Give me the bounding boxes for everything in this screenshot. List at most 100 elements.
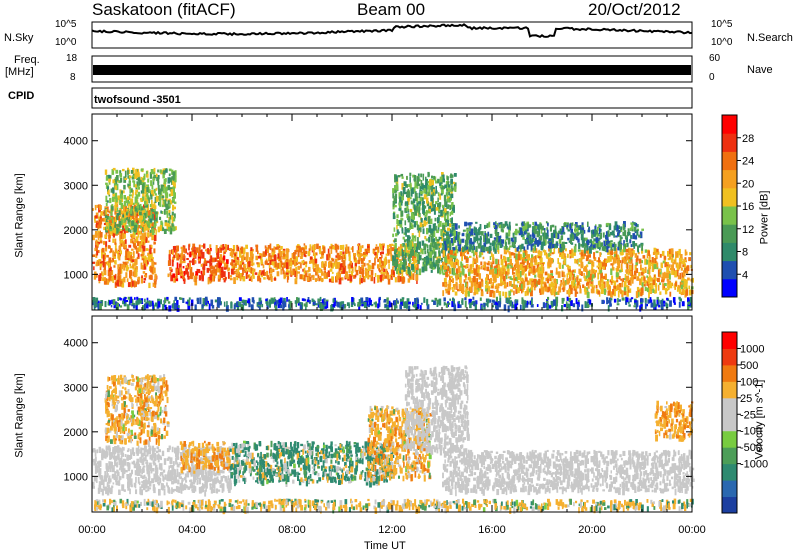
scatter-cell — [378, 298, 381, 305]
scatter-cell — [473, 268, 476, 276]
scatter-cell — [584, 243, 587, 248]
scatter-cell — [147, 252, 150, 257]
scatter-cell — [396, 250, 399, 255]
scatter-cell — [216, 263, 219, 270]
scatter-cell — [233, 256, 237, 263]
scatter-cell — [392, 193, 395, 199]
scatter-cell — [450, 231, 453, 235]
scatter-cell — [468, 298, 472, 305]
scatter-cell — [297, 250, 300, 258]
scatter-cell — [486, 233, 488, 241]
scatter-cell — [410, 222, 413, 226]
scatter-cell — [494, 242, 497, 249]
scatter-cell — [296, 270, 298, 276]
scatter-cell — [164, 297, 167, 304]
scatter-cell — [542, 234, 545, 242]
scatter-cell — [320, 303, 323, 308]
scatter-cell — [408, 301, 411, 305]
scatter-cell — [568, 240, 571, 243]
scatter-cell — [365, 297, 369, 303]
scatter-cell — [123, 300, 127, 307]
scatter-cell — [299, 250, 303, 253]
scatter-cell — [120, 250, 122, 255]
scatter-cell — [427, 192, 430, 196]
scatter-cell — [662, 304, 666, 307]
scatter-cell — [464, 245, 466, 251]
scatter-cell — [436, 263, 440, 269]
scatter-cell — [144, 194, 147, 198]
scatter-cell — [157, 169, 159, 173]
scatter-cell — [335, 249, 338, 253]
scatter-cell — [98, 259, 101, 266]
scatter-cell — [666, 297, 669, 301]
scatter-cell — [603, 288, 607, 295]
scatter-cell — [398, 200, 401, 207]
scatter-cell — [549, 244, 553, 249]
scatter-cell — [323, 298, 326, 305]
scatter-cell — [164, 222, 168, 227]
scatter-cell — [466, 249, 470, 255]
scatter-cell — [135, 236, 139, 241]
scatter-cell — [666, 262, 670, 265]
scatter-cell — [466, 283, 468, 288]
scatter-cell — [110, 210, 113, 216]
scatter-cell — [542, 232, 544, 237]
scatter-cell — [683, 279, 687, 284]
scatter-cell — [454, 239, 457, 243]
scatter-cell — [681, 272, 685, 279]
scatter-cell — [455, 231, 458, 238]
scatter-cell — [129, 186, 132, 194]
scatter-cell — [449, 280, 452, 286]
scatter-cell — [550, 281, 553, 288]
scatter-cell — [119, 199, 122, 205]
scatter-cell — [183, 255, 186, 262]
scatter-cell — [115, 207, 117, 211]
scatter-cell — [426, 197, 429, 204]
scatter-cell — [125, 261, 128, 268]
scatter-cell — [554, 231, 558, 239]
scatter-cell — [590, 230, 593, 234]
scatter-cell — [105, 246, 108, 252]
scatter-cell — [562, 232, 566, 235]
scatter-cell — [483, 303, 486, 308]
scatter-cell — [114, 260, 117, 265]
scatter-cell — [419, 196, 423, 202]
scatter-cell — [418, 183, 421, 186]
scatter-cell — [169, 272, 172, 276]
scatter-cell — [187, 263, 190, 268]
scatter-cell — [507, 268, 510, 272]
scatter-cell — [231, 251, 234, 258]
scatter-cell — [137, 218, 140, 221]
scatter-cell — [130, 239, 133, 244]
scatter-cell — [620, 244, 622, 250]
scatter-cell — [136, 256, 140, 260]
scatter-cell — [201, 249, 203, 254]
scatter-cell — [140, 178, 144, 182]
scatter-cell — [670, 248, 674, 254]
scatter-cell — [461, 298, 464, 305]
scatter-cell — [452, 249, 455, 254]
scatter-cell — [627, 286, 630, 291]
scatter-cell — [107, 186, 110, 192]
scatter-cell — [396, 219, 398, 225]
scatter-cell — [475, 221, 478, 224]
scatter-cell — [572, 269, 575, 273]
scatter-cell — [507, 262, 510, 266]
scatter-cell — [398, 246, 401, 249]
scatter-cell — [114, 238, 117, 244]
scatter-cell — [453, 254, 457, 259]
scatter-cell — [583, 229, 586, 234]
scatter-cell — [109, 226, 112, 230]
scatter-cell — [135, 269, 138, 276]
scatter-cell — [167, 177, 171, 184]
scatter-cell — [400, 210, 404, 217]
scatter-cell — [112, 179, 115, 184]
scatter-cell — [134, 217, 137, 222]
scatter-cell — [565, 248, 567, 252]
scatter-cell — [391, 277, 393, 280]
scatter-cell — [139, 230, 142, 235]
scatter-cell — [150, 210, 153, 215]
scatter-cell — [546, 227, 549, 231]
scatter-cell — [322, 246, 326, 253]
scatter-cell — [445, 271, 448, 278]
